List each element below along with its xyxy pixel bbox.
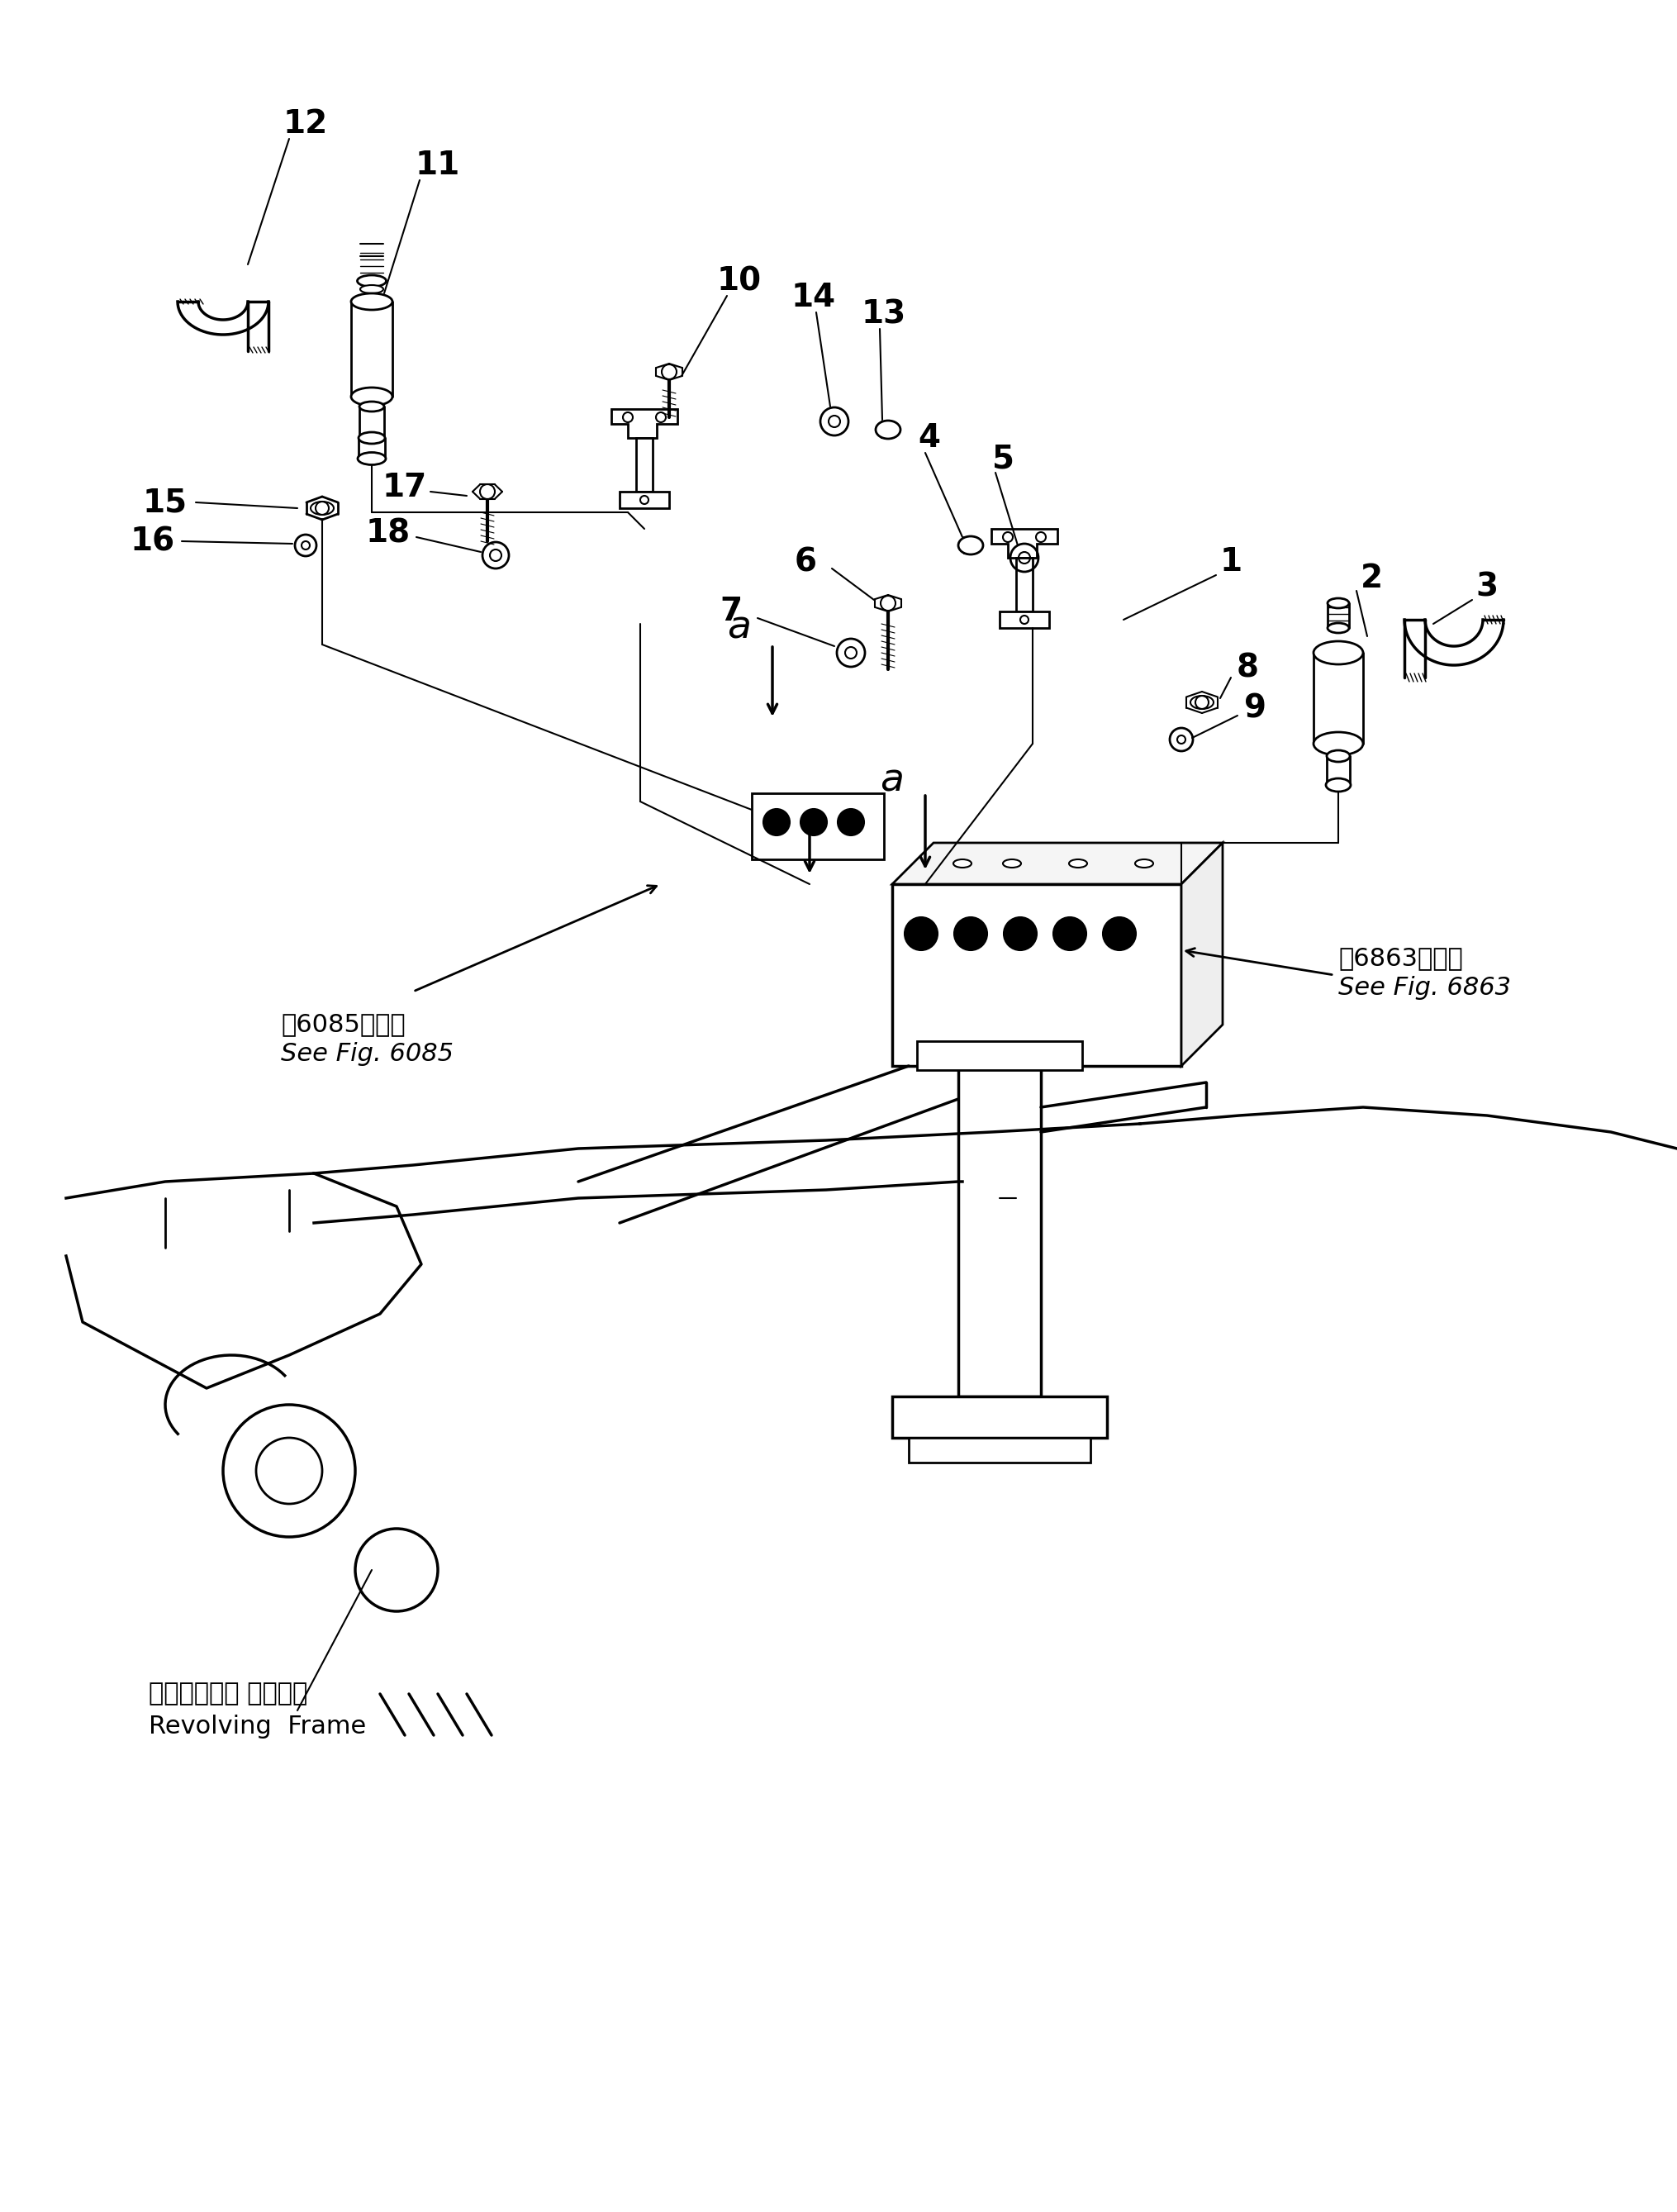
- Text: a: a: [728, 608, 751, 646]
- Text: See Fig. 6863: See Fig. 6863: [1338, 975, 1511, 1000]
- Ellipse shape: [1135, 858, 1154, 867]
- Bar: [892, 1396, 1107, 1438]
- Ellipse shape: [1191, 697, 1214, 710]
- Bar: [958, 1066, 1041, 1396]
- Polygon shape: [619, 491, 669, 509]
- Ellipse shape: [357, 453, 386, 465]
- Text: 18: 18: [366, 518, 411, 549]
- Text: 8: 8: [1236, 653, 1258, 684]
- Text: 5: 5: [993, 442, 1015, 473]
- Bar: [751, 794, 884, 858]
- Polygon shape: [991, 529, 1058, 557]
- Text: 第6085図参照: 第6085図参照: [280, 1013, 406, 1037]
- Ellipse shape: [310, 502, 334, 515]
- Polygon shape: [636, 438, 652, 491]
- Text: 7: 7: [719, 595, 743, 628]
- Text: 15: 15: [143, 487, 188, 518]
- Text: 6: 6: [795, 546, 817, 577]
- Text: 2: 2: [1360, 562, 1382, 595]
- Ellipse shape: [953, 858, 971, 867]
- Circle shape: [904, 918, 937, 951]
- Ellipse shape: [958, 535, 983, 555]
- Circle shape: [763, 810, 790, 836]
- Polygon shape: [1181, 843, 1223, 1066]
- Text: 14: 14: [792, 281, 837, 314]
- Text: 12: 12: [283, 108, 329, 139]
- Circle shape: [954, 918, 988, 951]
- Ellipse shape: [875, 420, 901, 438]
- Ellipse shape: [361, 285, 384, 294]
- Bar: [917, 1042, 1082, 1071]
- Ellipse shape: [1327, 750, 1350, 761]
- Circle shape: [1053, 918, 1087, 951]
- Ellipse shape: [359, 431, 386, 445]
- Text: 4: 4: [919, 422, 941, 453]
- Circle shape: [838, 810, 864, 836]
- Ellipse shape: [1328, 597, 1348, 608]
- Text: a: a: [880, 763, 904, 799]
- Polygon shape: [892, 843, 1223, 885]
- Text: 10: 10: [718, 265, 761, 296]
- Text: 第6863図参照: 第6863図参照: [1338, 947, 1462, 971]
- Text: 9: 9: [1244, 692, 1266, 723]
- Polygon shape: [612, 409, 678, 438]
- Ellipse shape: [1003, 858, 1021, 867]
- Ellipse shape: [350, 387, 392, 405]
- Bar: [909, 1438, 1090, 1462]
- Text: 1: 1: [1219, 546, 1243, 577]
- Polygon shape: [1016, 557, 1033, 611]
- Ellipse shape: [350, 294, 392, 310]
- Text: See Fig. 6085: See Fig. 6085: [280, 1042, 453, 1066]
- Ellipse shape: [1068, 858, 1087, 867]
- Text: 11: 11: [416, 150, 459, 181]
- Circle shape: [1005, 918, 1036, 951]
- Ellipse shape: [1327, 779, 1350, 792]
- Ellipse shape: [359, 403, 384, 411]
- Ellipse shape: [1313, 641, 1363, 664]
- Ellipse shape: [1313, 732, 1363, 754]
- Text: 17: 17: [382, 471, 428, 502]
- Text: Revolving  Frame: Revolving Frame: [149, 1714, 366, 1739]
- Text: 16: 16: [131, 526, 174, 557]
- Text: 3: 3: [1476, 571, 1498, 602]
- Ellipse shape: [1328, 624, 1348, 633]
- Polygon shape: [999, 611, 1050, 628]
- Text: 13: 13: [862, 299, 906, 330]
- Text: レボルビング フレーム: レボルビング フレーム: [149, 1681, 307, 1705]
- Bar: [892, 885, 1181, 1066]
- Ellipse shape: [357, 274, 386, 288]
- Circle shape: [800, 810, 827, 836]
- Circle shape: [1103, 918, 1135, 951]
